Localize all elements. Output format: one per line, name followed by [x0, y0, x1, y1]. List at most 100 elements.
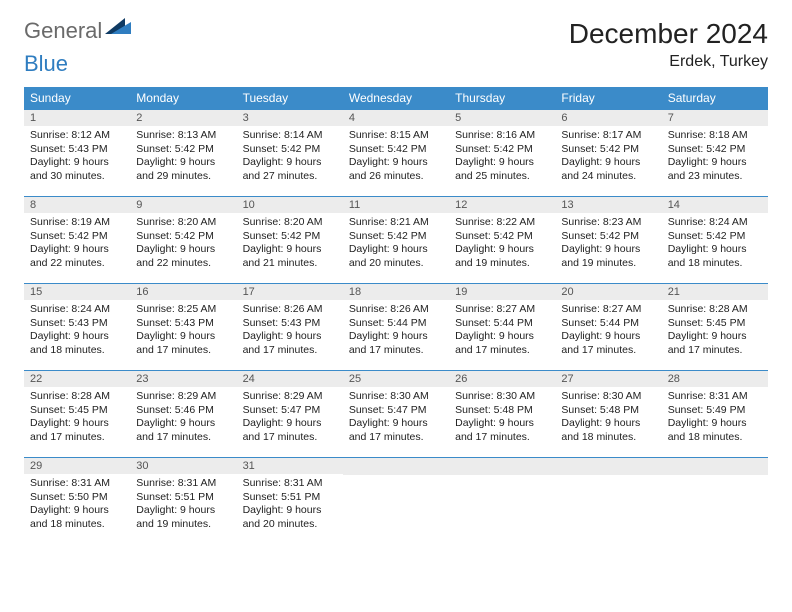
sunset-line: Sunset: 5:42 PM — [243, 143, 337, 157]
calendar-day-cell: 7Sunrise: 8:18 AMSunset: 5:42 PMDaylight… — [662, 110, 768, 197]
day-details: Sunrise: 8:23 AMSunset: 5:42 PMDaylight:… — [555, 213, 661, 275]
day-details: Sunrise: 8:17 AMSunset: 5:42 PMDaylight:… — [555, 126, 661, 188]
sunset-line: Sunset: 5:42 PM — [561, 230, 655, 244]
day-number: 29 — [24, 458, 130, 474]
calendar-day-cell — [449, 458, 555, 545]
calendar-day-cell: 17Sunrise: 8:26 AMSunset: 5:43 PMDayligh… — [237, 284, 343, 371]
calendar-day-cell: 8Sunrise: 8:19 AMSunset: 5:42 PMDaylight… — [24, 197, 130, 284]
calendar-day-cell: 25Sunrise: 8:30 AMSunset: 5:47 PMDayligh… — [343, 371, 449, 458]
day-details: Sunrise: 8:31 AMSunset: 5:49 PMDaylight:… — [662, 387, 768, 449]
sunset-line: Sunset: 5:47 PM — [243, 404, 337, 418]
sunset-line: Sunset: 5:43 PM — [30, 317, 124, 331]
day-number: 23 — [130, 371, 236, 387]
calendar-week-row: 8Sunrise: 8:19 AMSunset: 5:42 PMDaylight… — [24, 197, 768, 284]
brand-text-blue: Blue — [24, 51, 68, 76]
calendar-day-cell: 18Sunrise: 8:26 AMSunset: 5:44 PMDayligh… — [343, 284, 449, 371]
sunset-line: Sunset: 5:42 PM — [668, 230, 762, 244]
day-details: Sunrise: 8:20 AMSunset: 5:42 PMDaylight:… — [237, 213, 343, 275]
sunrise-line: Sunrise: 8:16 AM — [455, 129, 549, 143]
weekday-header: Friday — [555, 87, 661, 110]
calendar-day-cell: 19Sunrise: 8:27 AMSunset: 5:44 PMDayligh… — [449, 284, 555, 371]
day-number: 19 — [449, 284, 555, 300]
sunset-line: Sunset: 5:42 PM — [349, 230, 443, 244]
calendar-day-cell — [343, 458, 449, 545]
sunrise-line: Sunrise: 8:22 AM — [455, 216, 549, 230]
weekday-header: Monday — [130, 87, 236, 110]
day-number: 20 — [555, 284, 661, 300]
daylight-line: Daylight: 9 hours and 19 minutes. — [561, 243, 655, 270]
day-number: 28 — [662, 371, 768, 387]
daylight-line: Daylight: 9 hours and 18 minutes. — [668, 243, 762, 270]
sunset-line: Sunset: 5:46 PM — [136, 404, 230, 418]
sunrise-line: Sunrise: 8:31 AM — [243, 477, 337, 491]
day-details: Sunrise: 8:16 AMSunset: 5:42 PMDaylight:… — [449, 126, 555, 188]
sunset-line: Sunset: 5:43 PM — [136, 317, 230, 331]
sunset-line: Sunset: 5:50 PM — [30, 491, 124, 505]
calendar-week-row: 29Sunrise: 8:31 AMSunset: 5:50 PMDayligh… — [24, 458, 768, 545]
day-number: 11 — [343, 197, 449, 213]
daylight-line: Daylight: 9 hours and 17 minutes. — [349, 330, 443, 357]
calendar-week-row: 22Sunrise: 8:28 AMSunset: 5:45 PMDayligh… — [24, 371, 768, 458]
daylight-line: Daylight: 9 hours and 17 minutes. — [349, 417, 443, 444]
daylight-line: Daylight: 9 hours and 17 minutes. — [243, 330, 337, 357]
sunrise-line: Sunrise: 8:25 AM — [136, 303, 230, 317]
sunset-line: Sunset: 5:42 PM — [455, 230, 549, 244]
day-details: Sunrise: 8:30 AMSunset: 5:48 PMDaylight:… — [449, 387, 555, 449]
day-number: 27 — [555, 371, 661, 387]
day-details: Sunrise: 8:30 AMSunset: 5:47 PMDaylight:… — [343, 387, 449, 449]
calendar-day-cell: 13Sunrise: 8:23 AMSunset: 5:42 PMDayligh… — [555, 197, 661, 284]
day-details: Sunrise: 8:26 AMSunset: 5:44 PMDaylight:… — [343, 300, 449, 362]
day-number: 8 — [24, 197, 130, 213]
calendar-day-cell: 1Sunrise: 8:12 AMSunset: 5:43 PMDaylight… — [24, 110, 130, 197]
day-number: 15 — [24, 284, 130, 300]
sunset-line: Sunset: 5:42 PM — [30, 230, 124, 244]
sunrise-line: Sunrise: 8:23 AM — [561, 216, 655, 230]
sunrise-line: Sunrise: 8:29 AM — [243, 390, 337, 404]
daylight-line: Daylight: 9 hours and 17 minutes. — [455, 417, 549, 444]
empty-day-header — [662, 458, 768, 475]
weekday-header-row: Sunday Monday Tuesday Wednesday Thursday… — [24, 87, 768, 110]
day-number: 18 — [343, 284, 449, 300]
day-details: Sunrise: 8:24 AMSunset: 5:43 PMDaylight:… — [24, 300, 130, 362]
empty-day-header — [343, 458, 449, 475]
daylight-line: Daylight: 9 hours and 22 minutes. — [30, 243, 124, 270]
calendar-week-row: 1Sunrise: 8:12 AMSunset: 5:43 PMDaylight… — [24, 110, 768, 197]
brand-text-general: General — [24, 18, 102, 44]
calendar-day-cell: 20Sunrise: 8:27 AMSunset: 5:44 PMDayligh… — [555, 284, 661, 371]
sunrise-line: Sunrise: 8:26 AM — [349, 303, 443, 317]
calendar-page: General December 2024 Erdek, Turkey Blue… — [0, 0, 792, 554]
calendar-day-cell: 14Sunrise: 8:24 AMSunset: 5:42 PMDayligh… — [662, 197, 768, 284]
day-number: 25 — [343, 371, 449, 387]
sunrise-line: Sunrise: 8:24 AM — [30, 303, 124, 317]
daylight-line: Daylight: 9 hours and 17 minutes. — [30, 417, 124, 444]
month-title: December 2024 — [569, 18, 768, 50]
daylight-line: Daylight: 9 hours and 17 minutes. — [136, 330, 230, 357]
sunrise-line: Sunrise: 8:28 AM — [668, 303, 762, 317]
empty-day-header — [555, 458, 661, 475]
sunset-line: Sunset: 5:51 PM — [243, 491, 337, 505]
day-details: Sunrise: 8:31 AMSunset: 5:50 PMDaylight:… — [24, 474, 130, 536]
sunset-line: Sunset: 5:43 PM — [30, 143, 124, 157]
sunrise-line: Sunrise: 8:31 AM — [668, 390, 762, 404]
day-number: 9 — [130, 197, 236, 213]
day-details: Sunrise: 8:15 AMSunset: 5:42 PMDaylight:… — [343, 126, 449, 188]
sunset-line: Sunset: 5:42 PM — [455, 143, 549, 157]
sunrise-line: Sunrise: 8:18 AM — [668, 129, 762, 143]
sunset-line: Sunset: 5:49 PM — [668, 404, 762, 418]
sunrise-line: Sunrise: 8:12 AM — [30, 129, 124, 143]
sunset-line: Sunset: 5:44 PM — [561, 317, 655, 331]
day-number: 12 — [449, 197, 555, 213]
daylight-line: Daylight: 9 hours and 24 minutes. — [561, 156, 655, 183]
day-details: Sunrise: 8:31 AMSunset: 5:51 PMDaylight:… — [130, 474, 236, 536]
day-details: Sunrise: 8:14 AMSunset: 5:42 PMDaylight:… — [237, 126, 343, 188]
day-number: 22 — [24, 371, 130, 387]
weekday-header: Thursday — [449, 87, 555, 110]
daylight-line: Daylight: 9 hours and 21 minutes. — [243, 243, 337, 270]
daylight-line: Daylight: 9 hours and 20 minutes. — [349, 243, 443, 270]
day-details: Sunrise: 8:29 AMSunset: 5:47 PMDaylight:… — [237, 387, 343, 449]
day-details: Sunrise: 8:18 AMSunset: 5:42 PMDaylight:… — [662, 126, 768, 188]
day-details: Sunrise: 8:24 AMSunset: 5:42 PMDaylight:… — [662, 213, 768, 275]
day-number: 7 — [662, 110, 768, 126]
day-number: 17 — [237, 284, 343, 300]
daylight-line: Daylight: 9 hours and 17 minutes. — [136, 417, 230, 444]
